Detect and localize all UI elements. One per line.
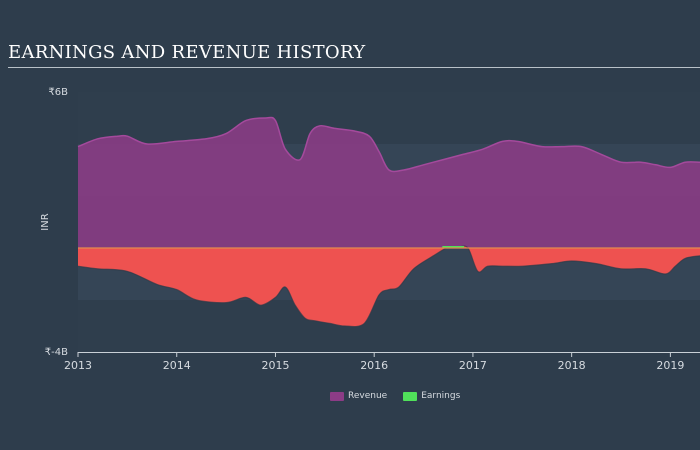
legend-swatch-earnings xyxy=(403,391,418,401)
grid-band xyxy=(78,300,700,352)
x-tick-label: 2019 xyxy=(656,359,684,372)
y-tick-label: ₹-4B xyxy=(45,347,68,358)
legend-label-revenue: Revenue xyxy=(348,391,388,401)
chart-axes: ₹6B ₹-4B INR 2013 2014 2015 2016 2017 2018 2019 xyxy=(40,87,700,372)
legend-item-revenue[interactable]: Revenue xyxy=(330,391,387,401)
x-tick-label: 2018 xyxy=(558,359,586,372)
earnings-series xyxy=(77,245,700,328)
y-axis-label: INR xyxy=(40,213,51,230)
x-tick-label: 2015 xyxy=(261,359,289,372)
grid-band xyxy=(78,92,700,144)
x-tick-label: 2017 xyxy=(459,359,487,372)
title-underline xyxy=(8,67,700,68)
revenue-line xyxy=(77,116,700,173)
revenue-series xyxy=(77,116,700,248)
legend-item-earnings[interactable]: Earnings xyxy=(403,391,460,401)
y-tick-label: ₹6B xyxy=(48,87,68,98)
x-tick-label: 2013 xyxy=(64,359,92,372)
x-tick-label: 2014 xyxy=(163,359,191,372)
chart-legend: Revenue Earnings xyxy=(330,391,476,401)
earnings-positive-area xyxy=(442,246,465,248)
earnings-area xyxy=(78,246,700,327)
legend-label-earnings: Earnings xyxy=(421,391,461,401)
chart-title: EARNINGS AND REVENUE HISTORY xyxy=(8,42,366,63)
legend-swatch-revenue xyxy=(330,391,344,401)
revenue-area xyxy=(78,117,700,248)
x-tick-label: 2016 xyxy=(360,359,388,372)
earnings-line xyxy=(77,245,700,328)
